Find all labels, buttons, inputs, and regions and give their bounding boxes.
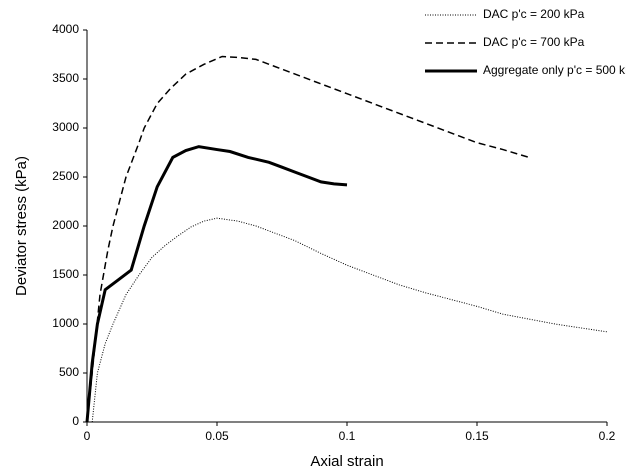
y-tick-label: 3000	[52, 120, 79, 134]
line-series	[91, 217, 608, 423]
x-tick-label: 0.15	[465, 429, 489, 443]
y-tick-label: 0	[72, 414, 79, 428]
y-tick-label: 2500	[52, 169, 79, 183]
x-tick-label: 0	[84, 429, 91, 443]
line-series	[86, 55, 530, 423]
y-axis-title: Deviator stress (kPa)	[13, 156, 30, 296]
legend-label: Aggregate only p'c = 500 kPa	[483, 63, 626, 77]
legend-label: DAC p'c = 700 kPa	[483, 35, 585, 49]
y-tick-label: 500	[59, 365, 79, 379]
legend-label: DAC p'c = 200 kPa	[483, 7, 585, 21]
y-tick-label: 1000	[52, 316, 79, 330]
x-tick-label: 0.1	[339, 429, 356, 443]
y-tick-label: 4000	[52, 22, 79, 36]
x-axis-title: Axial strain	[310, 453, 383, 470]
line-series	[85, 145, 348, 423]
y-tick-label: 3500	[52, 71, 79, 85]
y-tick-label: 1500	[52, 267, 79, 281]
x-tick-label: 0.2	[599, 429, 616, 443]
x-tick-label: 0.05	[205, 429, 229, 443]
y-tick-label: 2000	[52, 218, 79, 232]
